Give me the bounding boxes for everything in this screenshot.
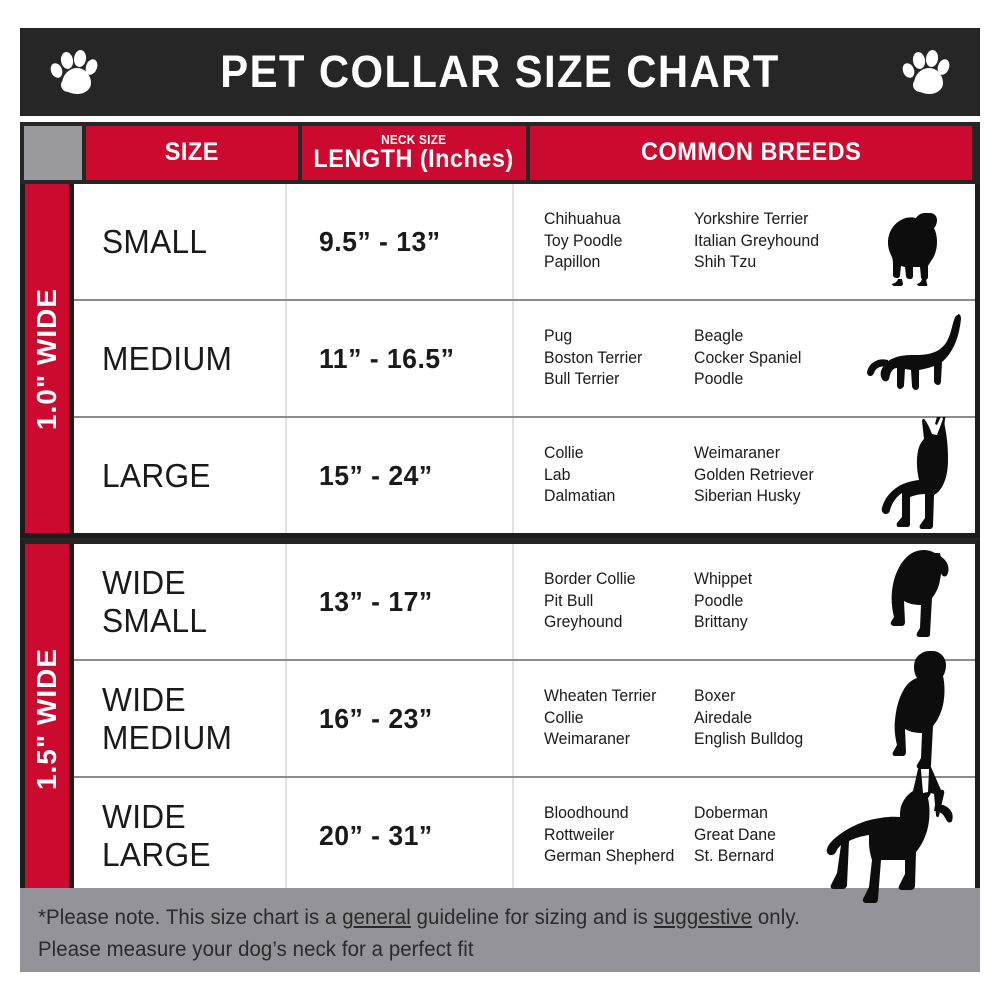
cell-size: MEDIUM bbox=[74, 301, 287, 416]
table-row: LARGE 15” - 24” Collie Lab Dalmatian Weima… bbox=[74, 417, 975, 533]
beagle-silhouette-icon bbox=[855, 312, 965, 402]
cell-length: 13” - 17” bbox=[287, 544, 514, 659]
header-common-breeds: COMMON BREEDS bbox=[530, 126, 972, 180]
breed-column-2: Doberman Great Dane St. Bernard bbox=[694, 803, 776, 866]
breed-column-1: Bloodhound Rottweiler German Shepherd bbox=[544, 803, 675, 866]
cell-size: WIDE LARGE bbox=[74, 778, 287, 893]
footer-underline-suggestive: suggestive bbox=[653, 906, 753, 929]
footer-note: *Please note. This size chart is a gener… bbox=[20, 888, 980, 972]
table-row: WIDE SMALL 13” - 17” Border Collie Pit Bul… bbox=[74, 544, 975, 661]
footer-line-1: *Please note. This size chart is a gener… bbox=[38, 902, 934, 934]
breed-column-1: Pug Boston Terrier Bull Terrier bbox=[544, 326, 643, 389]
footer-underline-general: general bbox=[342, 906, 411, 929]
table-row: WIDE MEDIUM 16” - 23” Wheaten Terrier Coll… bbox=[74, 651, 975, 778]
size-label: WIDE LARGE bbox=[102, 798, 211, 873]
breed-column-1: Border Collie Pit Bull Greyhound bbox=[544, 569, 636, 632]
paw-print-icon-left bbox=[48, 47, 100, 97]
size-label: LARGE bbox=[102, 456, 211, 494]
size-label: WIDE SMALL bbox=[102, 564, 208, 639]
cell-breeds: Bloodhound Rottweiler German Shepherd Dobe… bbox=[514, 778, 975, 893]
cell-length: 11” - 16.5” bbox=[287, 301, 514, 416]
size-table: SIZE NECK SIZE LENGTH (Inches) COMMON BR… bbox=[20, 122, 980, 898]
breed-column-1: Collie Lab Dalmatian bbox=[544, 443, 616, 506]
cell-length: 20” - 31” bbox=[287, 778, 514, 893]
size-label: SMALL bbox=[102, 222, 208, 260]
header-corner-cell bbox=[24, 126, 82, 180]
breed-column-2: Yorkshire Terrier Italian Greyhound Shih T… bbox=[694, 209, 820, 272]
footer-text-a: *Please note. This size chart is a bbox=[38, 906, 343, 929]
cell-breeds: Chihuahua Toy Poodle Papillon Yorkshire Te… bbox=[514, 184, 975, 299]
table-row: SMALL 9.5” - 13” Chihuahua Toy Poodle Papi… bbox=[74, 184, 975, 301]
breed-column-2: Beagle Cocker Spaniel Poodle bbox=[694, 326, 802, 389]
footer-text-c: only. bbox=[752, 906, 800, 929]
length-value: 11” - 16.5” bbox=[319, 342, 455, 374]
paw-print-icon-right bbox=[900, 47, 952, 97]
cell-length: 15” - 24” bbox=[287, 418, 514, 533]
cell-size: WIDE SMALL bbox=[74, 544, 287, 659]
chart-header: PET COLLAR SIZE CHART bbox=[20, 28, 980, 116]
breed-column-2: Weimaraner Golden Retriever Siberian Husky bbox=[694, 443, 814, 506]
length-value: 20” - 31” bbox=[319, 819, 433, 851]
length-value: 13” - 17” bbox=[319, 585, 433, 617]
section-1-0-wide: 1.0" WIDE SMALL 9.5” - 13” Chihuahua Toy … bbox=[20, 184, 980, 538]
length-value: 16” - 23” bbox=[319, 702, 433, 734]
footer-text-b: guideline for sizing and is bbox=[410, 906, 654, 929]
footer-line-2: Please measure your dog’s neck for a per… bbox=[38, 937, 474, 961]
header-size: SIZE bbox=[86, 126, 298, 180]
length-value: 15” - 24” bbox=[319, 459, 433, 491]
rail-1-5-wide: 1.5" WIDE bbox=[25, 544, 74, 893]
table-body: 1.0" WIDE SMALL 9.5” - 13” Chihuahua Toy … bbox=[20, 184, 980, 898]
shepherd-silhouette-icon bbox=[859, 417, 967, 529]
boxer-silhouette-icon bbox=[855, 651, 961, 776]
breed-column-2: Boxer Airedale English Bulldog bbox=[694, 686, 804, 749]
cell-length: 16” - 23” bbox=[287, 661, 514, 776]
pitbull-silhouette-icon bbox=[857, 547, 957, 659]
page-title: PET COLLAR SIZE CHART bbox=[220, 46, 780, 97]
cell-breeds: Wheaten Terrier Collie Weimaraner Boxer Air… bbox=[514, 651, 975, 776]
size-label: WIDE MEDIUM bbox=[102, 681, 233, 756]
cell-breeds: Pug Boston Terrier Bull Terrier Beagle Cock… bbox=[514, 301, 975, 416]
cell-length: 9.5” - 13” bbox=[287, 184, 514, 299]
table-header-row: SIZE NECK SIZE LENGTH (Inches) COMMON BR… bbox=[20, 122, 980, 184]
cell-size: SMALL bbox=[74, 184, 287, 299]
size-label: MEDIUM bbox=[102, 339, 233, 377]
breed-column-2: Whippet Poodle Brittany bbox=[694, 569, 753, 632]
header-length: NECK SIZE LENGTH (Inches) bbox=[302, 126, 526, 180]
pomeranian-silhouette-icon bbox=[865, 197, 957, 289]
cell-breeds: Collie Lab Dalmatian Weimaraner Golden Retr… bbox=[514, 417, 975, 533]
cell-size: LARGE bbox=[74, 418, 287, 533]
table-row: MEDIUM 11” - 16.5” Pug Boston Terrier Bull… bbox=[74, 301, 975, 418]
cell-breeds: Border Collie Pit Bull Greyhound Whippet Po… bbox=[514, 544, 975, 659]
cell-size: WIDE MEDIUM bbox=[74, 661, 287, 776]
rail-label: 1.0" WIDE bbox=[31, 287, 62, 430]
rail-1-0-wide: 1.0" WIDE bbox=[25, 184, 74, 533]
breed-column-1: Wheaten Terrier Collie Weimaraner bbox=[544, 686, 657, 749]
table-row: WIDE LARGE 20” - 31” Bloodhound Rottweiler… bbox=[74, 778, 975, 893]
length-value: 9.5” - 13” bbox=[319, 225, 441, 257]
breed-column-1: Chihuahua Toy Poodle Papillon bbox=[544, 209, 623, 272]
section-1-5-wide: 1.5" WIDE WIDE SMALL 13” - 17” Border Col… bbox=[20, 538, 980, 898]
rail-label: 1.5" WIDE bbox=[31, 647, 62, 790]
